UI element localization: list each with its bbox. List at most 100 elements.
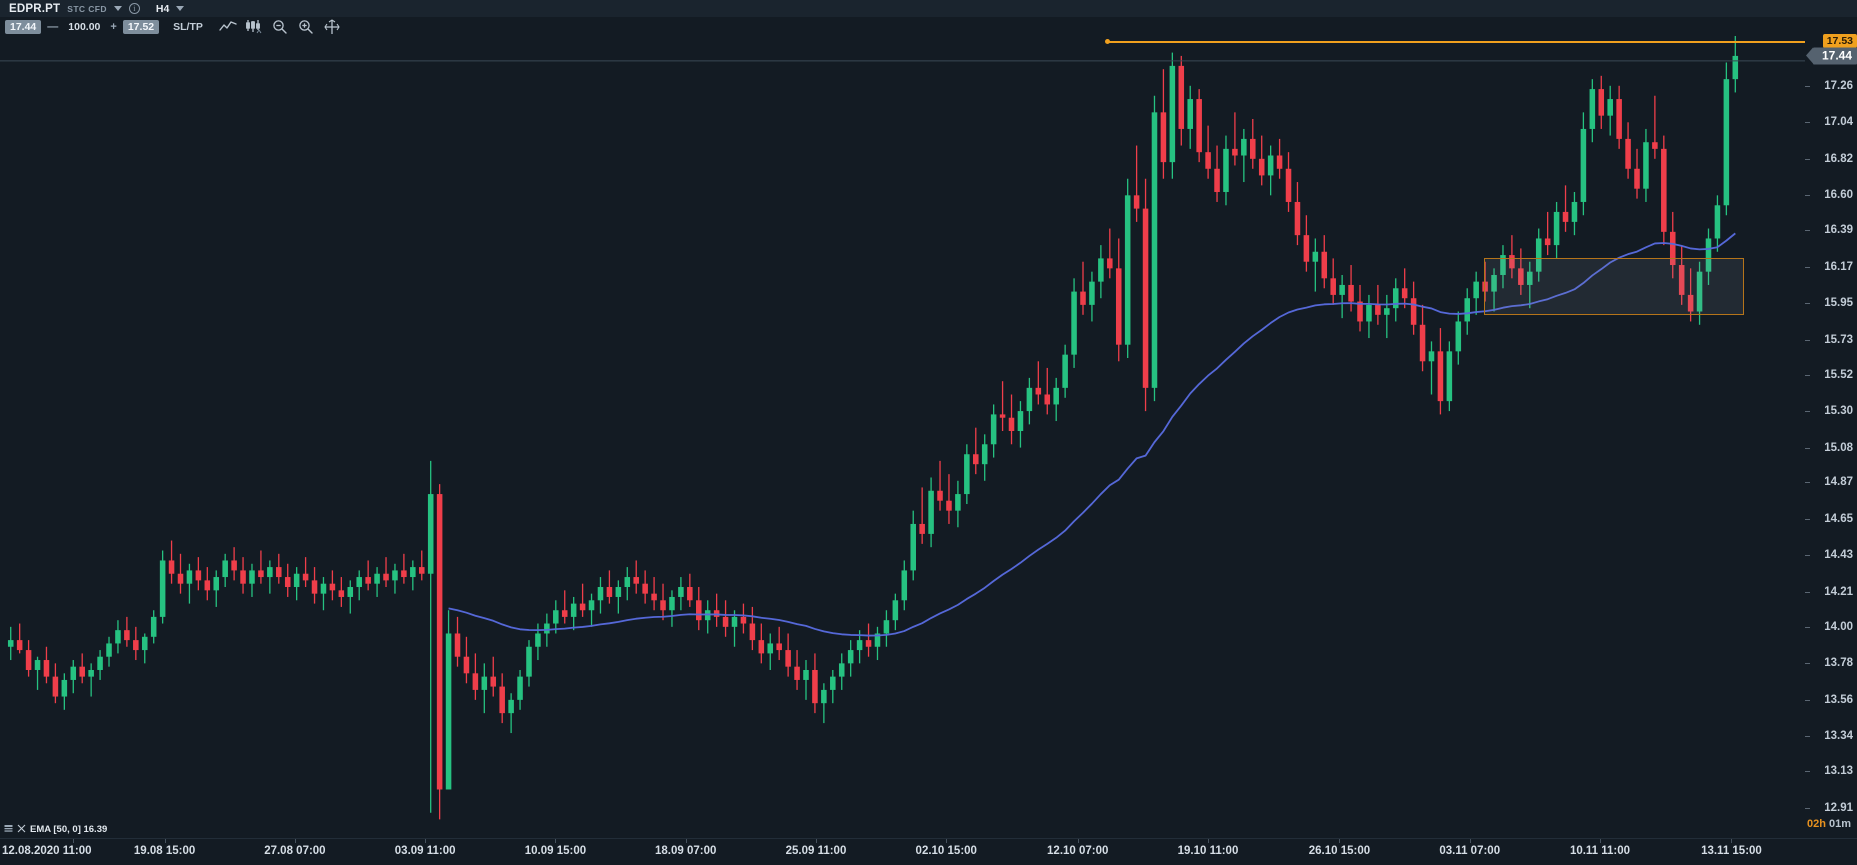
candlestick: [1258, 135, 1265, 186]
candlestick: [553, 600, 559, 634]
candlestick: [1598, 75, 1605, 129]
price-axis-label: 15.08: [1824, 441, 1853, 454]
time-tick: [1469, 839, 1471, 843]
price-tick: [1805, 374, 1810, 376]
candlestick: [1214, 145, 1220, 202]
candlestick: [1687, 268, 1694, 322]
symbol-name[interactable]: EDPR.PT: [9, 2, 61, 15]
price-tick: [1805, 555, 1810, 557]
candlestick: [365, 560, 371, 591]
candlestick: [1276, 138, 1283, 179]
indicator-label: EMA [50, 0] 16.39: [30, 824, 108, 835]
time-axis-label: 25.09 11:00: [785, 845, 847, 857]
candlestick: [901, 560, 908, 611]
candlestick: [1357, 284, 1363, 332]
bid-price-button[interactable]: 17.44: [5, 19, 42, 34]
time-axis-label: 27.08 07:00: [264, 845, 326, 857]
candlestick: [141, 633, 148, 664]
price-axis-label: 16.17: [1824, 260, 1853, 273]
candlestick: [463, 636, 470, 684]
candlestick: [1661, 135, 1667, 246]
price-axis-label: 15.30: [1824, 405, 1853, 418]
candlestick: [821, 683, 827, 724]
candlestick: [937, 460, 943, 511]
order-price-line[interactable]: [1107, 40, 1805, 43]
candlestick: [1580, 112, 1587, 216]
price-axis-label: 13.56: [1824, 693, 1853, 706]
candlestick: [1348, 265, 1354, 312]
volume-input[interactable]: 100.00: [68, 20, 101, 33]
candlestick: [213, 570, 220, 607]
candlestick: [830, 669, 836, 704]
ask-price-button[interactable]: 17.52: [122, 19, 160, 34]
timeframe-label[interactable]: H4: [155, 2, 170, 15]
candlestick: [52, 663, 59, 704]
candlestick: [812, 653, 818, 714]
price-axis-label: 16.82: [1824, 152, 1853, 165]
chart-plot-area[interactable]: [0, 36, 1805, 826]
rectangle-shape[interactable]: [1483, 258, 1745, 315]
decrease-volume-button[interactable]: —: [47, 20, 59, 33]
price-axis[interactable]: 17.26 17.04 16.82 16.60 16.39 16.17 15.95 15.73…: [1805, 33, 1857, 826]
candlestick: [847, 640, 854, 677]
candlestick: [910, 510, 916, 581]
candlestick: [499, 673, 505, 724]
indicator-legend[interactable]: EMA [50, 0] 16.39: [4, 824, 107, 835]
price-axis-label: 15.73: [1824, 333, 1853, 346]
candlestick: [919, 487, 925, 544]
time-axis[interactable]: 12.08.2020 11:00 19.08 15:00 27.08 07:00 03…: [0, 838, 1857, 865]
candlestick: [1053, 377, 1059, 422]
candlestick: [722, 600, 729, 637]
candlestick: [1482, 261, 1488, 302]
layers-icon[interactable]: [4, 824, 13, 835]
settings-icon[interactable]: [17, 824, 26, 835]
order-line-handle[interactable]: [1105, 38, 1111, 44]
timeframe-chevron-down-icon[interactable]: [176, 6, 185, 11]
zoom-in-icon[interactable]: [293, 17, 319, 36]
increase-volume-button[interactable]: +: [110, 20, 117, 33]
candlestick: [347, 580, 354, 614]
price-axis-label: 14.87: [1824, 476, 1853, 489]
countdown-hours: 02h: [1806, 818, 1829, 830]
candlestick: [1527, 261, 1533, 309]
candlestick: [1250, 118, 1256, 169]
candlestick-icon[interactable]: [241, 17, 267, 36]
candlestick: [258, 550, 264, 584]
zoom-out-icon[interactable]: [267, 17, 293, 36]
candlestick: [651, 577, 657, 611]
candlestick: [302, 557, 309, 588]
crosshair-icon[interactable]: [319, 17, 345, 36]
candlestick: [1652, 95, 1658, 159]
candlestick: [946, 474, 952, 524]
candlestick: [1401, 268, 1408, 309]
candlestick: [1089, 271, 1095, 322]
info-icon[interactable]: i: [128, 3, 140, 14]
candlestick: [25, 640, 32, 677]
candlestick: [803, 660, 809, 700]
candlestick: [687, 573, 693, 607]
candlestick: [1115, 238, 1122, 362]
candlestick: [1142, 178, 1149, 412]
candlestick: [61, 673, 68, 710]
candlestick: [1241, 128, 1247, 183]
candlestick: [329, 570, 336, 601]
candlestick: [955, 480, 961, 528]
order-price-tag[interactable]: 17.53: [1822, 33, 1857, 48]
candlestick: [758, 623, 765, 664]
candlestick: [454, 616, 461, 667]
candlestick: [1196, 89, 1202, 163]
time-axis-label: 03.11 07:00: [1439, 845, 1501, 857]
candlestick: [338, 577, 345, 607]
candlestick: [34, 656, 41, 690]
candlestick: [1080, 261, 1086, 315]
price-tick: [1805, 518, 1810, 520]
candlestick: [767, 633, 774, 670]
line-chart-icon[interactable]: [215, 17, 241, 36]
candlestick: [481, 663, 488, 714]
candlestick: [606, 570, 613, 604]
candlestick: [186, 563, 193, 604]
candlestick: [249, 563, 255, 597]
chevron-down-icon[interactable]: [113, 6, 122, 11]
price-tick: [1805, 699, 1810, 701]
sltp-button[interactable]: SL/TP: [173, 20, 203, 33]
